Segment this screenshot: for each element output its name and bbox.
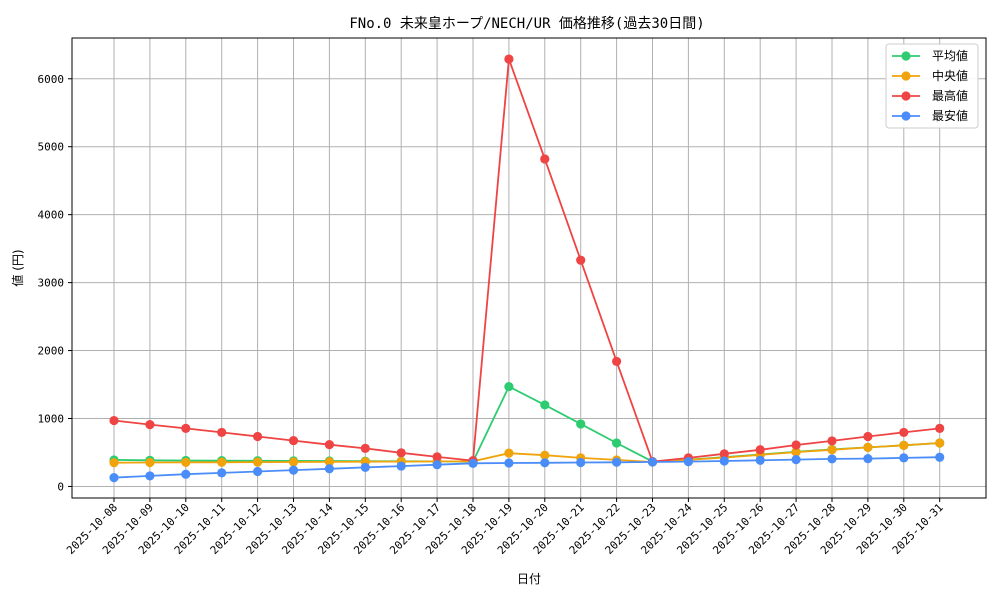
y-axis-ticks: 0 1000 2000 3000 4000 5000 6000 [38, 73, 72, 493]
data-point [396, 461, 406, 471]
data-point [181, 457, 191, 467]
y-tick-label: 6000 [38, 73, 65, 86]
data-point [217, 468, 227, 478]
series-line [113, 58, 940, 463]
data-point [755, 445, 765, 455]
data-point [109, 415, 119, 426]
data-point [360, 462, 370, 473]
data-point [432, 460, 442, 470]
chart-title: FNo.0 未来皇ホープ/NECH/UR 価格推移(過去30日間) [349, 16, 704, 32]
data-point [719, 449, 729, 459]
data-point [935, 452, 945, 462]
data-point [719, 456, 729, 466]
data-point [288, 465, 299, 475]
series-group [109, 452, 945, 483]
legend-label: 中央値 [932, 68, 968, 83]
data-point [827, 454, 837, 464]
legend-label: 最安値 [932, 108, 968, 123]
data-point [540, 458, 550, 468]
legend-swatch-marker [901, 51, 911, 61]
data-point [181, 423, 191, 433]
legend-swatch-marker [901, 91, 911, 101]
data-point [109, 473, 119, 483]
data-point [504, 458, 514, 468]
legend-swatch-marker [901, 111, 911, 121]
y-tick-label: 4000 [38, 209, 65, 222]
data-point [576, 419, 586, 429]
data-point [288, 435, 299, 446]
data-point [540, 400, 550, 410]
data-point [324, 457, 334, 467]
data-point [504, 381, 514, 392]
y-tick-label: 1000 [38, 413, 65, 426]
data-point [324, 440, 334, 450]
data-point [791, 447, 801, 457]
data-point [504, 448, 514, 458]
data-point [576, 255, 586, 265]
data-point [540, 450, 550, 460]
data-point [145, 457, 155, 468]
data-point [468, 458, 478, 468]
data-point [935, 438, 945, 448]
data-point [217, 457, 227, 467]
data-point [791, 440, 801, 450]
series-layer [109, 54, 945, 483]
data-point [612, 438, 622, 448]
data-point [253, 466, 263, 477]
grid-layer [72, 38, 986, 498]
data-point [253, 457, 263, 467]
data-point [899, 440, 909, 450]
data-point [145, 420, 155, 430]
data-point [540, 154, 550, 164]
data-point [827, 436, 837, 446]
plot-frame [71, 37, 987, 499]
data-point [647, 457, 658, 467]
data-point [755, 455, 765, 465]
data-point [791, 455, 801, 465]
data-point [217, 427, 227, 438]
data-point [324, 464, 334, 474]
data-point [109, 458, 119, 468]
data-point [863, 453, 873, 464]
data-point [899, 427, 909, 438]
data-point [504, 54, 514, 64]
data-point [253, 431, 263, 442]
data-point [181, 469, 191, 479]
y-tick-label: 0 [57, 480, 64, 493]
data-point [360, 443, 370, 453]
legend-box [885, 43, 979, 129]
y-tick-label: 2000 [38, 345, 65, 358]
data-point [396, 448, 406, 458]
series-line [113, 456, 940, 479]
data-point [899, 453, 909, 463]
data-point [576, 457, 586, 468]
legend-label: 最高値 [932, 88, 968, 103]
series-line [113, 442, 940, 464]
data-point [935, 423, 945, 433]
y-axis-label: 値 (円) [10, 249, 25, 286]
data-point [145, 471, 155, 481]
legend-label: 平均値 [932, 48, 968, 63]
y-tick-label: 3000 [38, 277, 65, 290]
data-point [863, 431, 873, 442]
data-point [432, 452, 442, 462]
data-point [612, 457, 622, 467]
data-point [683, 457, 694, 467]
data-point [288, 457, 299, 467]
data-point [827, 445, 837, 455]
x-axis-label: 日付 [517, 572, 541, 586]
data-point [863, 442, 873, 452]
data-point [612, 356, 622, 367]
y-tick-label: 5000 [38, 141, 65, 154]
legend-swatch-marker [901, 71, 911, 81]
